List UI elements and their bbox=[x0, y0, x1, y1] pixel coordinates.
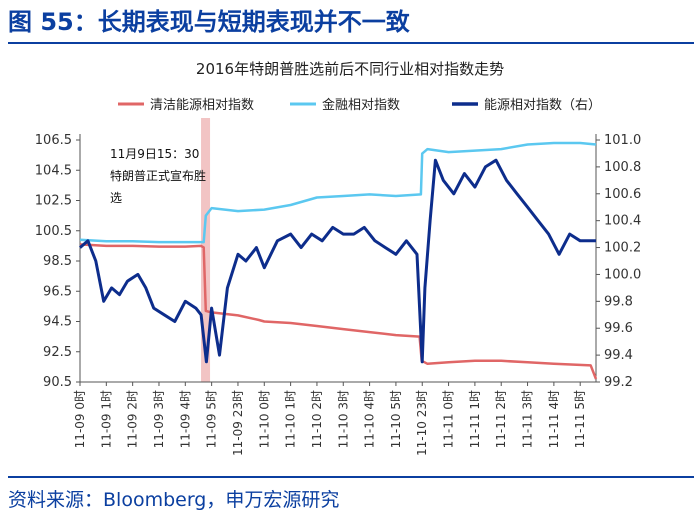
right-tick-label: 99.8 bbox=[604, 294, 633, 309]
x-tick-label: 11-11 5时 bbox=[573, 390, 587, 448]
legend: 清洁能源相对指数 金融相对指数 能源相对指数（右） bbox=[118, 97, 601, 113]
right-tick-label: 100.4 bbox=[604, 214, 641, 229]
right-tick-label: 100.6 bbox=[604, 187, 641, 202]
left-tick-label: 106.5 bbox=[35, 133, 72, 148]
event-highlight-band bbox=[201, 118, 211, 382]
event-annotation-line-3: 选 bbox=[110, 191, 122, 205]
right-tick-label: 100.8 bbox=[604, 160, 641, 175]
event-annotation-line-1: 11月9日15：30 bbox=[110, 147, 199, 161]
x-tick-label: 11-10 2时 bbox=[310, 390, 324, 448]
chart: 2016年特朗普胜选前后不同行业相对指数走势 清洁能源相对指数 金融相对指数 能源相… bbox=[35, 60, 641, 456]
right-tick-label: 100.2 bbox=[604, 241, 641, 256]
x-tick-label: 11-11 4时 bbox=[547, 390, 561, 448]
legend-label-1: 金融相对指数 bbox=[322, 97, 400, 113]
x-tick-label: 11-11 1时 bbox=[468, 390, 482, 448]
x-tick-label: 11-11 2时 bbox=[494, 390, 508, 448]
legend-label-0: 清洁能源相对指数 bbox=[150, 98, 254, 113]
x-tick-label: 11-10 23时 bbox=[415, 390, 429, 456]
left-tick-label: 100.5 bbox=[35, 224, 72, 239]
title-rule bbox=[8, 42, 694, 44]
right-tick-label: 99.4 bbox=[604, 348, 633, 363]
source-rule bbox=[8, 476, 694, 478]
source-note: 资料来源：Bloomberg，申万宏源研究 bbox=[8, 489, 340, 511]
series-line-2 bbox=[79, 158, 596, 364]
left-tick-label: 96.5 bbox=[43, 284, 72, 299]
x-tick-label: 11-09 1时 bbox=[99, 390, 113, 448]
x-tick-label: 11-10 1时 bbox=[284, 390, 298, 448]
x-tick-label: 11-09 4时 bbox=[178, 390, 192, 448]
right-tick-label: 101.0 bbox=[604, 133, 641, 148]
series-line-1 bbox=[79, 141, 597, 244]
x-tick-label: 11-11 3时 bbox=[521, 390, 535, 448]
right-tick-label: 100.0 bbox=[604, 267, 641, 282]
x-tick-label: 11-09 3时 bbox=[152, 390, 166, 448]
left-tick-label: 94.5 bbox=[43, 315, 72, 330]
left-tick-label: 98.5 bbox=[43, 254, 72, 269]
x-tick-label: 11-11 0时 bbox=[442, 390, 456, 448]
left-tick-label: 104.5 bbox=[35, 163, 72, 178]
left-tick-label: 102.5 bbox=[35, 194, 72, 209]
x-tick-label: 11-09 23时 bbox=[231, 390, 245, 456]
right-tick-label: 99.6 bbox=[604, 321, 633, 336]
event-annotation-line-2: 特朗普正式宣布胜 bbox=[110, 168, 206, 183]
x-tick-label: 11-10 4时 bbox=[363, 390, 377, 448]
axes: 90.5 92.5 94.5 96.5 98.5 100.5 102.5 104.5 106.5… bbox=[35, 133, 641, 456]
x-tick-label: 11-10 5时 bbox=[389, 390, 403, 448]
legend-label-2: 能源相对指数（右） bbox=[484, 98, 601, 113]
x-tick-label: 11-09 2时 bbox=[126, 390, 140, 448]
figure-title: 图 55：长期表现与短期表现并不一致 bbox=[8, 8, 410, 36]
x-tick-label: 11-09 0时 bbox=[73, 390, 87, 448]
x-tick-label: 11-10 0时 bbox=[257, 390, 271, 448]
right-tick-label: 99.2 bbox=[604, 375, 633, 390]
left-tick-label: 90.5 bbox=[43, 375, 72, 390]
chart-title: 2016年特朗普胜选前后不同行业相对指数走势 bbox=[196, 60, 504, 78]
left-tick-label: 92.5 bbox=[43, 345, 72, 360]
x-tick-label: 11-10 3时 bbox=[336, 390, 350, 448]
series-lines bbox=[79, 141, 598, 380]
series-line-0 bbox=[79, 243, 598, 380]
x-tick-label: 11-09 5时 bbox=[205, 390, 219, 448]
